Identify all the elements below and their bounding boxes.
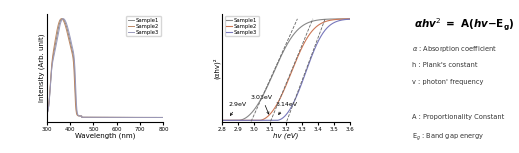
Sample2 bbox=[355, 18, 361, 20]
Sample2 bbox=[44, 113, 50, 115]
Sample2 bbox=[137, 117, 143, 118]
Text: $\alpha$ : Absorption coefficient: $\alpha$ : Absorption coefficient bbox=[412, 44, 497, 54]
Text: 3.14eV: 3.14eV bbox=[275, 102, 297, 114]
Sample2 bbox=[135, 117, 141, 118]
Text: $\boldsymbol{\alpha}$$\boldsymbol{hv}$$\boldsymbol{^{ 2}}$ $\boldsymbol{=}$ $\ma: $\boldsymbol{\alpha}$$\boldsymbol{hv}$$\… bbox=[414, 17, 514, 33]
Sample2 bbox=[124, 116, 130, 118]
Sample3 bbox=[135, 117, 141, 118]
Y-axis label: Intensity (Arb. unit): Intensity (Arb. unit) bbox=[39, 34, 45, 102]
Text: h : Plank's constant: h : Plank's constant bbox=[412, 62, 477, 68]
Line: Sample3: Sample3 bbox=[222, 19, 358, 120]
Sample2 bbox=[227, 119, 234, 121]
Sample3 bbox=[95, 116, 101, 118]
Text: 2.9eV: 2.9eV bbox=[229, 102, 247, 115]
Sample2 bbox=[95, 116, 101, 118]
Sample3 bbox=[302, 74, 308, 76]
Sample2 bbox=[336, 18, 343, 20]
X-axis label: hv (eV): hv (eV) bbox=[274, 133, 299, 139]
Sample1 bbox=[218, 119, 225, 121]
Sample1 bbox=[306, 21, 312, 23]
Text: 3.03eV: 3.03eV bbox=[251, 95, 273, 114]
Sample1 bbox=[137, 117, 143, 118]
Sample1 bbox=[95, 116, 101, 118]
Sample3 bbox=[137, 117, 143, 118]
Sample2 bbox=[322, 21, 329, 22]
Text: E$_g$ : Band gap energy: E$_g$ : Band gap energy bbox=[412, 131, 484, 143]
Line: Sample3: Sample3 bbox=[47, 19, 163, 118]
Sample3 bbox=[355, 18, 361, 20]
Sample1 bbox=[298, 26, 304, 28]
Sample3 bbox=[91, 116, 97, 118]
Sample1 bbox=[91, 116, 97, 118]
X-axis label: Wavelength (nm): Wavelength (nm) bbox=[75, 133, 135, 139]
Line: Sample2: Sample2 bbox=[222, 19, 358, 120]
Sample3 bbox=[56, 31, 62, 32]
Sample3 bbox=[160, 117, 167, 118]
Sample2 bbox=[306, 34, 312, 36]
Sample2 bbox=[298, 48, 304, 50]
Sample3 bbox=[124, 116, 130, 118]
Sample2 bbox=[91, 116, 97, 118]
Sample1 bbox=[124, 116, 130, 118]
Legend: Sample1, Sample2, Sample3: Sample1, Sample2, Sample3 bbox=[127, 16, 161, 36]
Sample2 bbox=[56, 22, 62, 24]
Sample1 bbox=[135, 117, 141, 118]
Sample2 bbox=[218, 119, 225, 121]
Sample1 bbox=[355, 18, 361, 20]
Sample2 bbox=[302, 41, 308, 43]
Sample2 bbox=[58, 18, 64, 20]
Sample3 bbox=[306, 63, 312, 65]
Y-axis label: (αhv)²: (αhv)² bbox=[213, 57, 221, 79]
Sample3 bbox=[322, 29, 329, 31]
Text: A : Proportionality Constant: A : Proportionality Constant bbox=[412, 114, 504, 120]
Line: Sample2: Sample2 bbox=[47, 19, 163, 118]
Sample3 bbox=[336, 20, 343, 22]
Sample3 bbox=[60, 18, 66, 20]
Sample1 bbox=[56, 26, 62, 28]
Legend: Sample1, Sample2, Sample3: Sample1, Sample2, Sample3 bbox=[225, 16, 259, 36]
Sample3 bbox=[298, 84, 304, 86]
Sample1 bbox=[160, 117, 167, 118]
Sample3 bbox=[218, 119, 225, 121]
Sample1 bbox=[336, 18, 343, 20]
Sample1 bbox=[44, 113, 50, 115]
Sample1 bbox=[227, 119, 234, 121]
Sample1 bbox=[302, 23, 308, 25]
Sample3 bbox=[227, 119, 234, 121]
Line: Sample1: Sample1 bbox=[47, 19, 163, 118]
Sample3 bbox=[44, 113, 50, 115]
Sample1 bbox=[322, 18, 329, 20]
Sample1 bbox=[59, 18, 65, 20]
Text: v : photon' frequency: v : photon' frequency bbox=[412, 79, 483, 85]
Line: Sample1: Sample1 bbox=[222, 19, 358, 120]
Sample2 bbox=[160, 117, 167, 118]
